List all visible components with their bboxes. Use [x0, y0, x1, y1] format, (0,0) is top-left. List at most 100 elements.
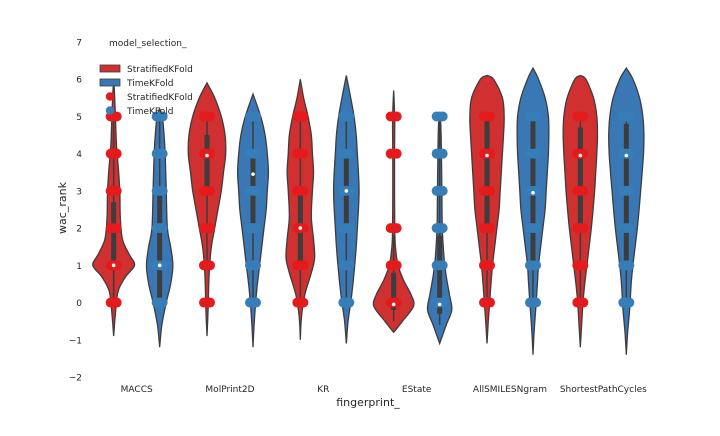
x-tick-label: KR: [317, 385, 329, 395]
data-point: [205, 223, 215, 234]
data-point: [391, 223, 402, 234]
legend-patch: [99, 78, 121, 87]
violin-iqr-box: [204, 135, 210, 191]
data-point: [111, 223, 122, 234]
violin-iqr-box: [484, 116, 490, 229]
violin-median: [205, 153, 209, 158]
legend-dot: [105, 92, 115, 101]
data-point: [298, 148, 309, 159]
data-point: [205, 260, 215, 271]
x-axis-label: fingerprint_: [336, 396, 400, 409]
data-point: [437, 111, 448, 122]
data-point: [624, 185, 635, 196]
data-point: [437, 185, 448, 196]
data-point: [344, 111, 355, 122]
violin-StratifiedKFold-EState: [372, 90, 415, 334]
legend-dot: [105, 106, 115, 115]
data-point: [344, 260, 355, 271]
y-tick-label: 3: [76, 187, 82, 197]
data-point: [531, 111, 541, 122]
data-point: [251, 223, 261, 234]
y-tick-label: 5: [76, 113, 82, 123]
data-point: [485, 185, 495, 196]
data-point: [531, 148, 541, 159]
data-point: [531, 223, 541, 234]
data-point: [391, 260, 402, 271]
violin-StratifiedKFold-KR: [285, 79, 316, 340]
data-point: [624, 297, 635, 308]
legend-entry-label: TimeKFold: [126, 107, 174, 117]
violin-iqr-box: [157, 190, 163, 303]
violin-iqr-box: [111, 202, 117, 266]
violin-body: [372, 90, 415, 334]
data-point: [157, 111, 168, 122]
data-point: [344, 297, 355, 308]
data-point: [624, 111, 635, 122]
violin-median: [485, 153, 489, 158]
x-tick-label: EState: [402, 385, 432, 395]
data-point: [298, 185, 309, 196]
data-point: [251, 185, 261, 196]
violin-median: [578, 153, 583, 158]
violin-StratifiedKFold-MACCS: [92, 79, 136, 337]
data-point: [251, 297, 261, 308]
data-point: [578, 223, 589, 234]
legend: model_selection_ StratifiedKFold TimeKFol…: [99, 39, 193, 117]
violin-TimeKFold-MACCS: [145, 107, 174, 348]
data-point: [485, 260, 495, 271]
legend-entry-label: TimeKFold: [126, 79, 174, 89]
data-point: [391, 111, 402, 122]
violin-iqr-box: [437, 235, 443, 314]
violin-median: [157, 263, 162, 268]
data-point: [624, 260, 635, 271]
violins-layer: [92, 66, 645, 355]
x-tick-labels: MACCS MolPrint2D KR EState AllSMILESNgram Sho…: [121, 385, 647, 395]
data-point: [157, 260, 168, 271]
legend-entry-label: StratifiedKFold: [127, 65, 193, 75]
data-point: [205, 111, 215, 122]
y-tick-label: 0: [76, 299, 82, 309]
violin-TimeKFold-ShortestPathCycles: [608, 66, 645, 355]
legend-entry-label: StratifiedKFold: [127, 93, 193, 103]
data-point: [344, 223, 355, 234]
data-point: [157, 297, 168, 308]
violin-TimeKFold-KR: [332, 75, 360, 344]
x-tick-label: MACCS: [121, 385, 153, 395]
data-point: [298, 223, 309, 234]
data-point: [437, 260, 448, 271]
data-point: [344, 148, 355, 159]
violin-median: [391, 302, 396, 307]
data-point: [391, 148, 402, 159]
data-point: [344, 185, 355, 196]
violin-median: [344, 189, 349, 193]
y-tick-label: 2: [76, 225, 82, 235]
violin-StratifiedKFold-ShortestPathCycles: [562, 74, 599, 348]
data-point: [205, 185, 215, 196]
x-tick-label: AllSMILESNgram: [473, 385, 547, 395]
violin-median: [531, 190, 535, 195]
data-point: [531, 260, 541, 271]
data-point: [578, 260, 589, 271]
legend-patch: [99, 64, 121, 73]
data-point: [111, 148, 122, 159]
y-tick-label: 7: [76, 39, 82, 49]
violin-median: [624, 153, 629, 158]
data-point: [111, 185, 122, 196]
data-point: [205, 297, 215, 308]
violin-StratifiedKFold-MolPrint2D: [187, 81, 227, 337]
y-tick-label: 1: [76, 262, 82, 272]
data-point: [624, 223, 635, 234]
data-point: [437, 148, 448, 159]
violin-median: [251, 172, 255, 176]
data-point: [251, 260, 261, 271]
data-point: [251, 111, 261, 122]
data-point: [157, 185, 168, 196]
x-tick-label: MolPrint2D: [205, 385, 254, 395]
data-point: [578, 111, 589, 122]
data-point: [485, 223, 495, 234]
data-point: [437, 223, 448, 234]
data-point: [485, 297, 495, 308]
data-point: [485, 111, 495, 122]
